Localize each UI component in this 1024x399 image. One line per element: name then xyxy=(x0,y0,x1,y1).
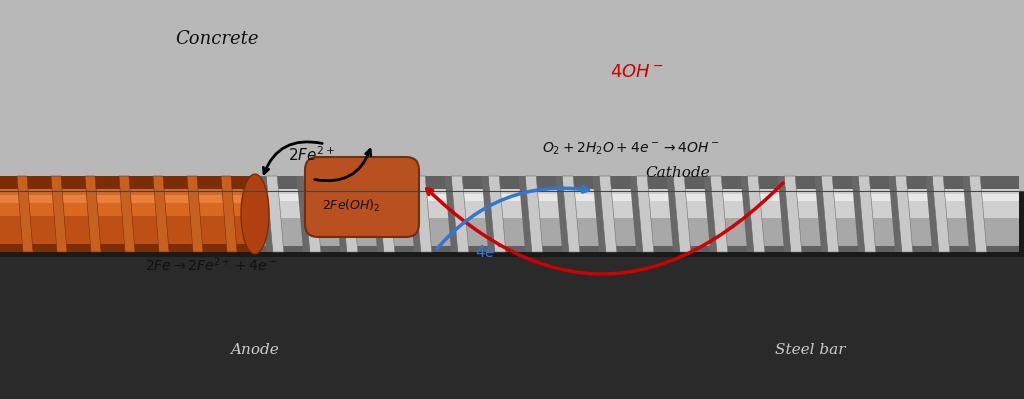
Polygon shape xyxy=(334,176,347,252)
Polygon shape xyxy=(414,176,432,252)
Bar xyxy=(0,176,255,252)
Text: $4e^-$: $4e^-$ xyxy=(475,244,507,260)
Polygon shape xyxy=(969,176,987,252)
Text: $2Fe\rightarrow2Fe^{2+}+4e^-$: $2Fe\rightarrow2Fe^{2+}+4e^-$ xyxy=(145,255,278,274)
Polygon shape xyxy=(444,176,458,252)
Bar xyxy=(0,189,255,216)
Polygon shape xyxy=(377,176,395,252)
Polygon shape xyxy=(556,176,568,252)
Text: $4OH^-$: $4OH^-$ xyxy=(610,63,665,81)
Polygon shape xyxy=(51,176,67,252)
Bar xyxy=(0,257,1024,399)
Polygon shape xyxy=(784,176,802,252)
Polygon shape xyxy=(260,176,272,252)
Polygon shape xyxy=(266,176,284,252)
Polygon shape xyxy=(777,176,791,252)
Bar xyxy=(5,176,1019,252)
FancyBboxPatch shape xyxy=(305,157,419,237)
Polygon shape xyxy=(119,176,135,252)
Polygon shape xyxy=(408,176,421,252)
Polygon shape xyxy=(630,176,643,252)
Polygon shape xyxy=(748,176,765,252)
Polygon shape xyxy=(852,176,865,252)
Polygon shape xyxy=(599,176,616,252)
Polygon shape xyxy=(481,176,495,252)
Text: $O_2+2H_2O+4e^-\rightarrow4OH^-$: $O_2+2H_2O+4e^-\rightarrow4OH^-$ xyxy=(542,141,720,157)
Polygon shape xyxy=(740,176,754,252)
Polygon shape xyxy=(153,176,169,252)
Polygon shape xyxy=(85,176,101,252)
Polygon shape xyxy=(963,176,976,252)
Polygon shape xyxy=(889,176,902,252)
Polygon shape xyxy=(452,176,469,252)
Polygon shape xyxy=(562,176,580,252)
Bar xyxy=(5,194,1019,201)
Text: Concrete: Concrete xyxy=(175,30,258,48)
Polygon shape xyxy=(340,176,357,252)
Polygon shape xyxy=(711,176,728,252)
Polygon shape xyxy=(932,176,950,252)
Polygon shape xyxy=(636,176,653,252)
Text: $2Fe(OH)_2$: $2Fe(OH)_2$ xyxy=(322,198,381,214)
Polygon shape xyxy=(673,176,691,252)
Polygon shape xyxy=(593,176,606,252)
Polygon shape xyxy=(518,176,531,252)
Bar xyxy=(5,189,1019,218)
Polygon shape xyxy=(667,176,680,252)
Polygon shape xyxy=(703,176,717,252)
Polygon shape xyxy=(17,176,33,252)
Polygon shape xyxy=(297,176,310,252)
Polygon shape xyxy=(926,176,939,252)
Polygon shape xyxy=(525,176,543,252)
Polygon shape xyxy=(303,176,321,252)
Polygon shape xyxy=(187,176,203,252)
Ellipse shape xyxy=(241,174,269,254)
Text: Steel bar: Steel bar xyxy=(775,343,846,357)
Bar xyxy=(0,191,255,245)
Polygon shape xyxy=(488,176,506,252)
Bar xyxy=(5,189,1019,246)
Polygon shape xyxy=(821,176,839,252)
Text: Cathode: Cathode xyxy=(645,166,710,180)
Polygon shape xyxy=(895,176,912,252)
Text: Anode: Anode xyxy=(230,343,279,357)
Polygon shape xyxy=(815,176,827,252)
Polygon shape xyxy=(221,176,237,252)
Text: $2Fe^{2+}$: $2Fe^{2+}$ xyxy=(288,145,335,164)
Bar xyxy=(0,195,255,203)
Polygon shape xyxy=(858,176,876,252)
Bar xyxy=(0,0,1024,191)
Polygon shape xyxy=(371,176,384,252)
